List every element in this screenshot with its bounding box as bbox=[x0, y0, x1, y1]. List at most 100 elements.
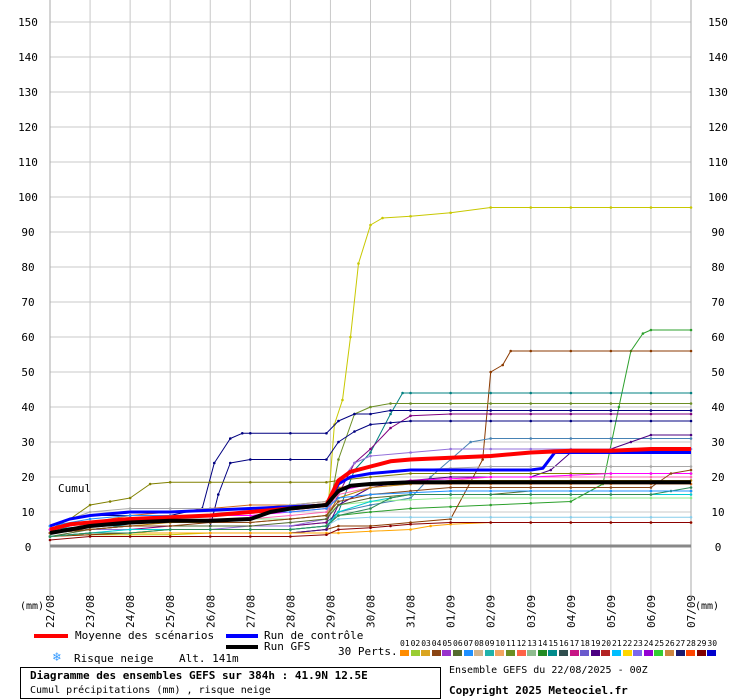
series-point bbox=[569, 493, 573, 496]
y-tick-label-left: 120 bbox=[18, 121, 38, 134]
series-point bbox=[489, 412, 492, 416]
series-point bbox=[369, 496, 372, 500]
perturbation-number: 24 bbox=[643, 639, 654, 648]
mean-legend-label: Moyenne des scénarios bbox=[75, 629, 215, 642]
series-point bbox=[337, 503, 340, 507]
series-point bbox=[649, 489, 653, 493]
series-point bbox=[649, 437, 653, 440]
series-point bbox=[241, 431, 244, 435]
series-point bbox=[569, 500, 573, 503]
perturbation-swatch bbox=[537, 650, 547, 656]
series-point bbox=[337, 496, 340, 500]
series-point bbox=[325, 458, 328, 461]
perturbation-swatch bbox=[431, 650, 441, 656]
series-point bbox=[529, 437, 533, 440]
series-point bbox=[529, 465, 533, 468]
series-point bbox=[449, 486, 452, 489]
series-point bbox=[569, 521, 573, 524]
series-point bbox=[369, 405, 372, 409]
series-point bbox=[128, 507, 132, 510]
series-point bbox=[609, 206, 613, 209]
gfs-legend-swatch bbox=[226, 645, 258, 649]
series-point bbox=[369, 515, 372, 519]
series-point bbox=[529, 412, 533, 416]
series-point bbox=[208, 524, 212, 528]
series-point bbox=[325, 524, 328, 528]
cumul-label: Cumul bbox=[58, 482, 92, 495]
series-point bbox=[369, 447, 372, 451]
series-point bbox=[168, 524, 172, 528]
series-point bbox=[609, 475, 613, 479]
y-tick-label-left: 100 bbox=[18, 191, 38, 204]
y-tick-label-left: 20 bbox=[21, 471, 34, 484]
series-point bbox=[249, 514, 252, 517]
series-point bbox=[325, 480, 328, 484]
perturbation-number: 11 bbox=[506, 639, 516, 648]
series-point bbox=[389, 426, 392, 430]
footer-subtitle: Cumul précipitations (mm) , risque neige bbox=[30, 685, 271, 696]
series-point bbox=[669, 472, 673, 475]
x-tick-label: 31/08 bbox=[405, 595, 418, 628]
control-legend-label: Run de contrôle bbox=[264, 629, 364, 642]
y-tick-label-right: 50 bbox=[711, 366, 724, 379]
series-point bbox=[409, 472, 412, 475]
y-tick-label-right: 20 bbox=[711, 471, 724, 484]
perturbation-number: 27 bbox=[675, 639, 686, 648]
y-tick-label-left: 60 bbox=[21, 331, 34, 344]
series-point bbox=[349, 335, 352, 339]
series-point bbox=[649, 419, 653, 423]
series-point bbox=[337, 500, 340, 503]
series-point bbox=[529, 489, 533, 493]
perturbation-swatch bbox=[622, 650, 632, 656]
series-point bbox=[649, 486, 653, 489]
perturbation-swatch bbox=[442, 650, 452, 656]
series-point bbox=[489, 370, 492, 374]
perturbation-swatch bbox=[612, 650, 621, 656]
perturbation-number: 17 bbox=[569, 639, 580, 648]
perturbation-swatch bbox=[601, 650, 611, 656]
perturbation-swatch bbox=[463, 650, 473, 656]
series-point bbox=[689, 409, 693, 412]
series-point bbox=[689, 475, 693, 479]
series-point bbox=[649, 475, 653, 479]
y-tick-label-right: 70 bbox=[711, 296, 724, 309]
series-point bbox=[509, 349, 513, 353]
series-point bbox=[449, 493, 452, 496]
series-point bbox=[369, 529, 372, 533]
x-tick-label: 26/08 bbox=[204, 595, 217, 628]
series-point bbox=[389, 412, 392, 416]
series-point bbox=[529, 486, 533, 489]
series-point bbox=[409, 522, 412, 526]
series-point bbox=[569, 473, 573, 477]
series-point bbox=[569, 489, 573, 493]
series-point bbox=[569, 391, 573, 395]
x-tick-label: 04/09 bbox=[565, 595, 578, 628]
series-point bbox=[649, 493, 653, 496]
y-tick-label-right: 40 bbox=[711, 401, 724, 414]
series-point bbox=[325, 431, 328, 435]
x-tick-label: 29/08 bbox=[324, 595, 337, 628]
series-point bbox=[489, 493, 492, 496]
series-point bbox=[369, 454, 372, 458]
perturbation-swatch bbox=[707, 650, 717, 656]
series-line bbox=[49, 490, 691, 527]
series-point bbox=[529, 472, 533, 475]
series-point bbox=[469, 440, 472, 444]
y-tick-label-right: 110 bbox=[708, 156, 728, 169]
series-point bbox=[228, 461, 232, 465]
series-line bbox=[49, 207, 691, 537]
series-point bbox=[369, 223, 372, 227]
series-point bbox=[168, 480, 172, 484]
series-point bbox=[609, 515, 613, 519]
series-point bbox=[549, 468, 553, 472]
series-point bbox=[609, 493, 613, 496]
series-point bbox=[489, 472, 492, 475]
series-point bbox=[128, 514, 132, 517]
y-tick-label-left: 110 bbox=[18, 156, 38, 169]
series-point bbox=[689, 465, 693, 468]
series-point bbox=[629, 440, 633, 444]
perturbations-label: 30 Perts. bbox=[338, 645, 398, 658]
series-point bbox=[289, 458, 292, 461]
series-point bbox=[569, 349, 573, 353]
x-tick-label: 06/09 bbox=[645, 595, 658, 628]
